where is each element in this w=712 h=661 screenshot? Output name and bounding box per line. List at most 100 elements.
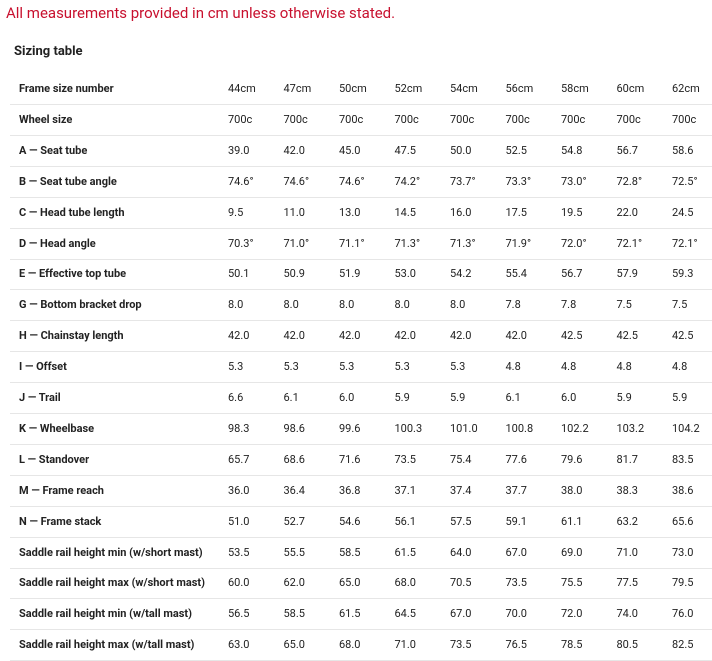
cell-value: 9.5 <box>228 205 244 219</box>
cell-value: 5.9 <box>450 391 466 404</box>
cell-value: 79.5 <box>672 576 694 590</box>
row-label: H — Chainstay length <box>19 329 124 343</box>
cell-value: 79.6 <box>561 452 583 466</box>
cell-value: 4.8 <box>561 360 577 374</box>
table-row: E — Effective top tube 50.1 50.9 51.9 53.0 54… <box>10 259 712 291</box>
cell-value: 73.5 <box>450 638 472 652</box>
cell-value: 42.5 <box>616 329 638 343</box>
cell-value: 71.1° <box>339 236 365 250</box>
cell-value: 65.7 <box>228 452 250 466</box>
cell-value: 64.0 <box>450 545 472 559</box>
cell-value: 8.0 <box>450 298 466 312</box>
cell-value: 69.0 <box>561 545 583 559</box>
cell-value: 72.1° <box>616 236 643 250</box>
cell-value: 53.5 <box>228 545 250 559</box>
cell-value: 59.3 <box>672 267 694 281</box>
table-row: Frame size number 44cm 47cm 50cm 52cm 54cm 56c… <box>10 74 712 105</box>
cell-value: 68.0 <box>394 576 416 590</box>
cell-value: 70.3° <box>228 236 254 250</box>
cell-value: 700c <box>561 112 586 126</box>
cell-value: 73.5 <box>394 452 416 466</box>
row-label: L — Standover <box>19 452 90 466</box>
cell-value: 99.6 <box>339 421 361 435</box>
cell-value: 5.3 <box>283 360 299 374</box>
row-label: D — Head angle <box>19 236 96 250</box>
cell-value: 22.0 <box>616 205 638 219</box>
table-row: N — Frame stack 51.0 52.7 54.6 56.1 57.5 59.1 6… <box>10 507 712 538</box>
cell-value: 8.0 <box>283 298 299 312</box>
row-label: Frame size number <box>19 82 114 95</box>
cell-value: 73.0° <box>561 174 587 188</box>
cell-value: 54.8 <box>561 143 583 157</box>
cell-value: 42.0 <box>283 329 305 343</box>
cell-value: 80.5 <box>616 638 638 652</box>
cell-value: 101.0 <box>450 421 478 435</box>
cell-value: 72.0 <box>561 607 583 621</box>
cell-value: 98.6 <box>283 421 305 435</box>
cell-value: 77.6 <box>505 452 527 466</box>
cell-value: 56.1 <box>394 514 416 528</box>
cell-value: 54.2 <box>450 267 472 281</box>
cell-value: 98.3 <box>228 421 250 435</box>
cell-value: 44cm <box>228 82 256 95</box>
cell-value: 6.0 <box>339 391 355 404</box>
table-row: B — Seat tube angle 74.6° 74.6° 74.6° 74.2° 7… <box>10 167 712 198</box>
cell-value: 52cm <box>394 82 423 95</box>
table-row: J — Trail 6.6 6.1 6.0 5.9 5.9 6.1 6.0 5.9 5.9 <box>10 383 712 414</box>
cell-value: 57.5 <box>450 514 472 528</box>
cell-value: 38.0 <box>561 483 583 497</box>
cell-value: 53.0 <box>394 267 416 281</box>
table-row: D — Head angle 70.3° 71.0° 71.1° 71.3° 71.3° 7… <box>10 229 712 260</box>
cell-value: 47cm <box>283 82 312 95</box>
cell-value: 47.5 <box>394 143 416 157</box>
cell-value: 81.7 <box>616 452 638 466</box>
table-row: A — Seat tube 39.0 42.0 45.0 47.5 50.0 52.5 54.… <box>10 136 712 167</box>
cell-value: 64.5 <box>394 607 416 621</box>
table-row: Saddle rail height min (w/short mast) 53.… <box>10 538 712 569</box>
cell-value: 71.9° <box>505 236 532 250</box>
table-row: C — Head tube length 9.5 11.0 13.0 14.5 16.0 1… <box>10 198 712 229</box>
cell-value: 37.1 <box>394 483 416 497</box>
cell-value: 17.5 <box>505 205 527 219</box>
cell-value: 71.0° <box>283 236 310 250</box>
cell-value: 61.1 <box>561 514 583 528</box>
cell-value: 68.6 <box>283 452 305 466</box>
cell-value: 42.0 <box>505 329 527 343</box>
cell-value: 59.1 <box>505 514 527 528</box>
cell-value: 102.2 <box>561 421 589 435</box>
cell-value: 74.6° <box>283 174 310 188</box>
cell-value: 61.5 <box>339 607 361 621</box>
cell-value: 62cm <box>672 82 700 95</box>
cell-value: 75.4 <box>450 452 472 466</box>
row-label: Saddle rail height min (w/short mast) <box>19 545 203 559</box>
cell-value: 67.0 <box>505 545 527 559</box>
cell-value: 57.9 <box>616 267 638 281</box>
cell-value: 52.5 <box>505 143 527 157</box>
cell-value: 103.2 <box>616 421 645 435</box>
table-row: Saddle rail height max (w/short mast) 60.… <box>10 568 712 600</box>
cell-value: 7.8 <box>505 298 521 312</box>
cell-value: 5.3 <box>339 360 355 374</box>
table-row: Saddle rail height max (w/tall mast) 63.0… <box>10 630 712 661</box>
cell-value: 14.5 <box>394 205 416 219</box>
cell-value: 5.3 <box>450 360 466 374</box>
cell-value: 4.8 <box>616 360 632 374</box>
cell-value: 70.5 <box>450 576 472 590</box>
cell-value: 72.1° <box>672 236 698 250</box>
cell-value: 5.3 <box>228 360 244 374</box>
cell-value: 37.4 <box>450 483 472 497</box>
row-label: B — Seat tube angle <box>19 174 117 188</box>
cell-value: 56.7 <box>561 267 583 281</box>
cell-value: 73.7° <box>450 174 476 188</box>
row-label: C — Head tube length <box>19 205 125 219</box>
cell-value: 45.0 <box>339 143 361 157</box>
cell-value: 63.0 <box>228 638 250 652</box>
cell-value: 50cm <box>339 82 367 95</box>
cell-value: 65.6 <box>672 514 694 528</box>
cell-value: 77.5 <box>616 576 638 590</box>
cell-value: 11.0 <box>283 205 305 219</box>
cell-value: 50.0 <box>450 143 472 157</box>
cell-value: 56cm <box>505 82 534 95</box>
cell-value: 55.5 <box>283 545 305 559</box>
